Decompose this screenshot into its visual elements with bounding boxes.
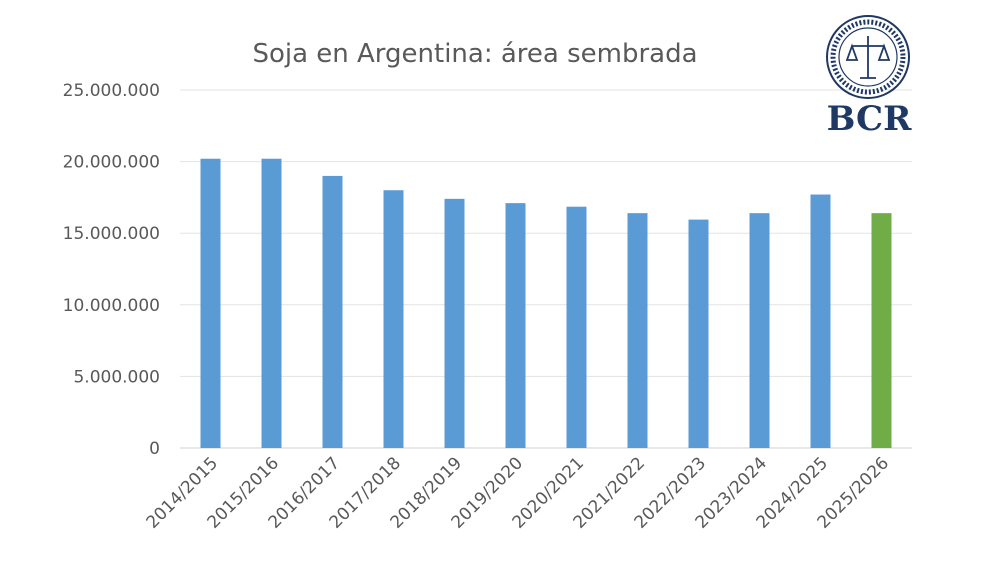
bar-2014/2015 [200,158,221,448]
bar-2025/2026 [871,213,892,448]
y-tick-label: 15.000.000 [63,224,160,244]
chart-title: Soja en Argentina: área sembrada [252,39,697,69]
bar-2019/2020 [505,203,526,448]
y-tick-label: 20.000.000 [63,153,160,173]
svg-text:BCR: BCR [827,99,912,137]
y-tick-label: 0 [149,439,160,459]
bar-2021/2022 [627,213,648,448]
bar-2022/2023 [688,219,709,448]
bar-2020/2021 [566,206,587,448]
bar-2017/2018 [383,190,404,449]
bar-2024/2025 [810,194,831,448]
bar-2018/2019 [444,198,465,448]
bar-2023/2024 [749,213,770,448]
y-tick-label: 25.000.000 [63,81,160,101]
bar-2015/2016 [261,158,282,448]
y-tick-label: 5.000.000 [73,367,160,387]
bar-2016/2017 [322,175,343,449]
bcr-logo: BCR [826,15,912,137]
y-tick-label: 10.000.000 [63,296,160,316]
